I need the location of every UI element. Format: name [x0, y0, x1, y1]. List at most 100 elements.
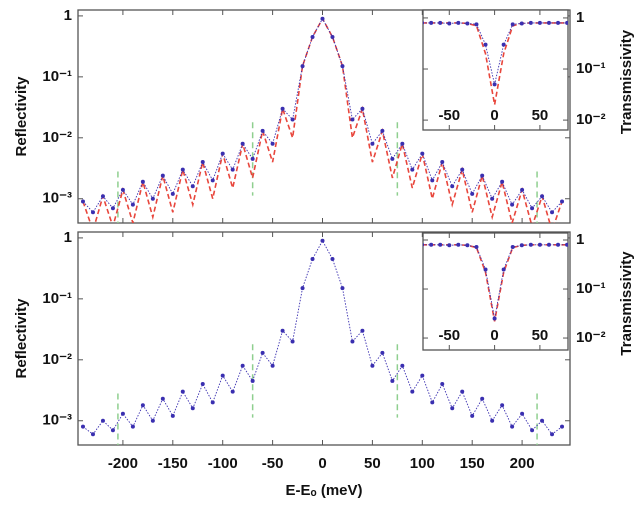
data-point — [290, 339, 295, 344]
data-point — [140, 403, 145, 408]
y-tick-label: 1 — [64, 229, 72, 246]
data-point — [500, 179, 505, 184]
data-point — [565, 242, 568, 247]
x-tick-label: -150 — [158, 455, 188, 472]
x-tick-label: -50 — [438, 327, 460, 344]
data-point — [230, 389, 235, 394]
data-point — [200, 382, 205, 387]
data-point — [180, 389, 185, 394]
plot-area — [422, 9, 569, 131]
data-point — [270, 363, 275, 368]
data-point — [210, 400, 215, 405]
data-point — [330, 257, 335, 262]
data-point — [438, 242, 443, 247]
data-point — [90, 210, 95, 215]
y-tick-label: 1 — [576, 231, 584, 248]
data-point — [250, 156, 255, 161]
data-point — [130, 424, 135, 429]
data-point — [510, 245, 515, 250]
data-point — [519, 243, 524, 248]
data-point — [474, 22, 479, 27]
data-point — [560, 424, 565, 429]
data-point — [440, 382, 445, 387]
data-point — [480, 396, 485, 401]
y-tick-label: 10⁻¹ — [42, 290, 72, 307]
data-point — [460, 167, 465, 172]
data-point — [120, 187, 125, 192]
data-point — [429, 242, 434, 247]
data-point — [560, 199, 565, 204]
y-tick-label: 10⁻² — [42, 351, 72, 368]
data-point — [456, 242, 461, 247]
data-point — [465, 243, 470, 248]
y-axis-title: Reflectivity — [13, 298, 30, 379]
data-point — [492, 316, 497, 321]
data-point — [483, 267, 488, 272]
x-tick-label: 0 — [318, 455, 326, 472]
data-point — [160, 396, 165, 401]
data-point — [150, 418, 155, 423]
x-tick-label: 100 — [410, 455, 435, 472]
data-point — [530, 206, 535, 211]
data-point — [380, 128, 385, 133]
y-tick-label: 10⁻³ — [42, 190, 72, 207]
data-point — [210, 178, 215, 183]
data-point — [470, 191, 475, 196]
data-point — [447, 21, 452, 26]
data-point — [230, 167, 235, 172]
data-point — [537, 242, 542, 247]
data-point — [340, 286, 345, 291]
y-axis-title: Transmissivity — [618, 29, 635, 134]
y-tick-label: 10⁻¹ — [42, 68, 72, 85]
data-point — [390, 378, 395, 383]
data-point — [80, 199, 85, 204]
x-tick-label: 50 — [364, 455, 381, 472]
x-tick-label: -200 — [108, 455, 138, 472]
data-point — [180, 167, 185, 172]
data-point — [537, 20, 542, 25]
data-point — [320, 238, 325, 243]
data-point — [370, 363, 375, 368]
data-point — [423, 21, 425, 25]
data-point — [556, 20, 561, 25]
data-point — [290, 117, 295, 122]
data-point — [450, 184, 455, 189]
data-point — [280, 328, 285, 333]
data-point — [90, 432, 95, 437]
data-point — [220, 373, 225, 378]
data-point — [520, 411, 525, 416]
y-axis-title: Transmissivity — [618, 251, 635, 356]
x-tick-label: 0 — [490, 327, 498, 344]
data-point — [429, 20, 434, 25]
data-point — [100, 194, 105, 199]
data-point — [460, 389, 465, 394]
data-point — [380, 350, 385, 355]
data-point — [320, 16, 325, 21]
x-tick-label: 50 — [532, 327, 549, 344]
data-point — [80, 424, 85, 429]
data-point — [438, 20, 443, 25]
data-point — [483, 42, 488, 47]
data-point — [350, 117, 355, 122]
data-point — [360, 328, 365, 333]
series-line — [423, 244, 568, 319]
data-point — [546, 242, 551, 247]
data-point — [490, 418, 495, 423]
data-point — [170, 191, 175, 196]
data-point — [340, 64, 345, 69]
data-point — [470, 413, 475, 418]
data-point — [519, 21, 524, 26]
data-point — [310, 35, 315, 40]
data-point — [501, 267, 506, 272]
inset: -50 0 50 10⁻² 10⁻¹ 1 Transmissivity — [422, 231, 635, 356]
data-point — [501, 42, 506, 47]
data-point — [310, 257, 315, 262]
data-point — [260, 128, 265, 133]
data-point — [423, 242, 425, 247]
x-axis-title: E-Eₒ (meV) — [286, 482, 363, 499]
data-point — [520, 187, 525, 192]
y-tick-label: 10⁻² — [42, 129, 72, 146]
y-tick-label: 1 — [64, 7, 72, 24]
data-point — [430, 400, 435, 405]
